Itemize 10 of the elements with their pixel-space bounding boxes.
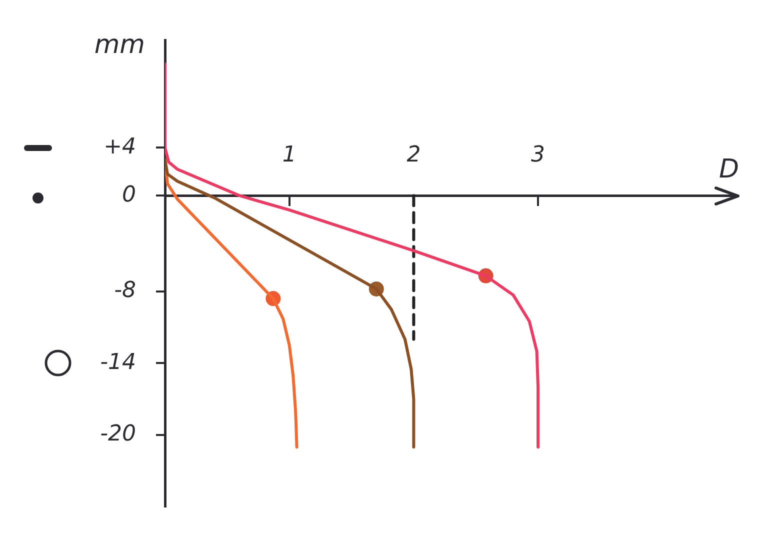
x-tick-label: 2 — [406, 142, 421, 168]
y-axis-title: mm — [94, 30, 145, 60]
y-tick-label: +4 — [104, 134, 136, 160]
x-axis-title: D — [718, 154, 739, 184]
y-tick-label: -20 — [100, 422, 136, 447]
x-tick-label: 1 — [282, 142, 296, 168]
y-tick-label: 0 — [122, 182, 136, 208]
x-tick-label: 3 — [531, 142, 546, 168]
y-tick-label: -8 — [114, 278, 136, 304]
y-tick-label: -14 — [100, 350, 136, 375]
